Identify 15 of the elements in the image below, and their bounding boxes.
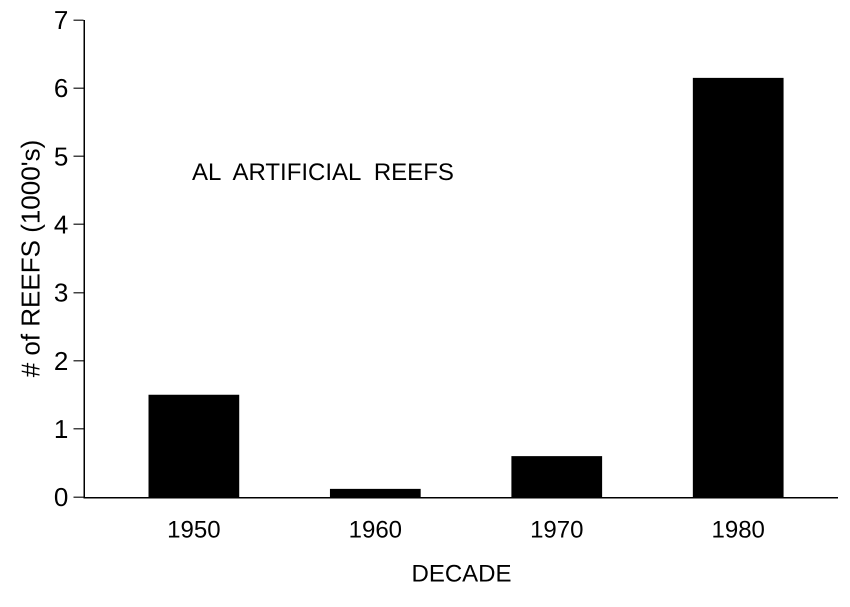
x-tick-label: 1960: [348, 516, 402, 544]
annotation: AL ARTIFICIAL REEFS: [192, 159, 454, 186]
x-tick-label: 1970: [530, 516, 584, 544]
y-tick-label: 7: [54, 5, 68, 36]
x-tick-label: 1980: [712, 516, 765, 544]
y-tick-label: 1: [54, 414, 68, 444]
y-tick-label: 0: [54, 482, 68, 512]
y-tick-label: 5: [54, 141, 68, 172]
y-tick-label: 4: [54, 210, 68, 240]
x-tick-label: 1950: [167, 516, 221, 544]
y-tick-label: 3: [54, 278, 68, 308]
y-axis-title: # of REEFS (1000's): [15, 140, 46, 378]
x-axis-title: DECADE: [411, 560, 512, 588]
y-tick-label: 6: [54, 73, 68, 104]
y-tick-label: 2: [54, 346, 68, 376]
